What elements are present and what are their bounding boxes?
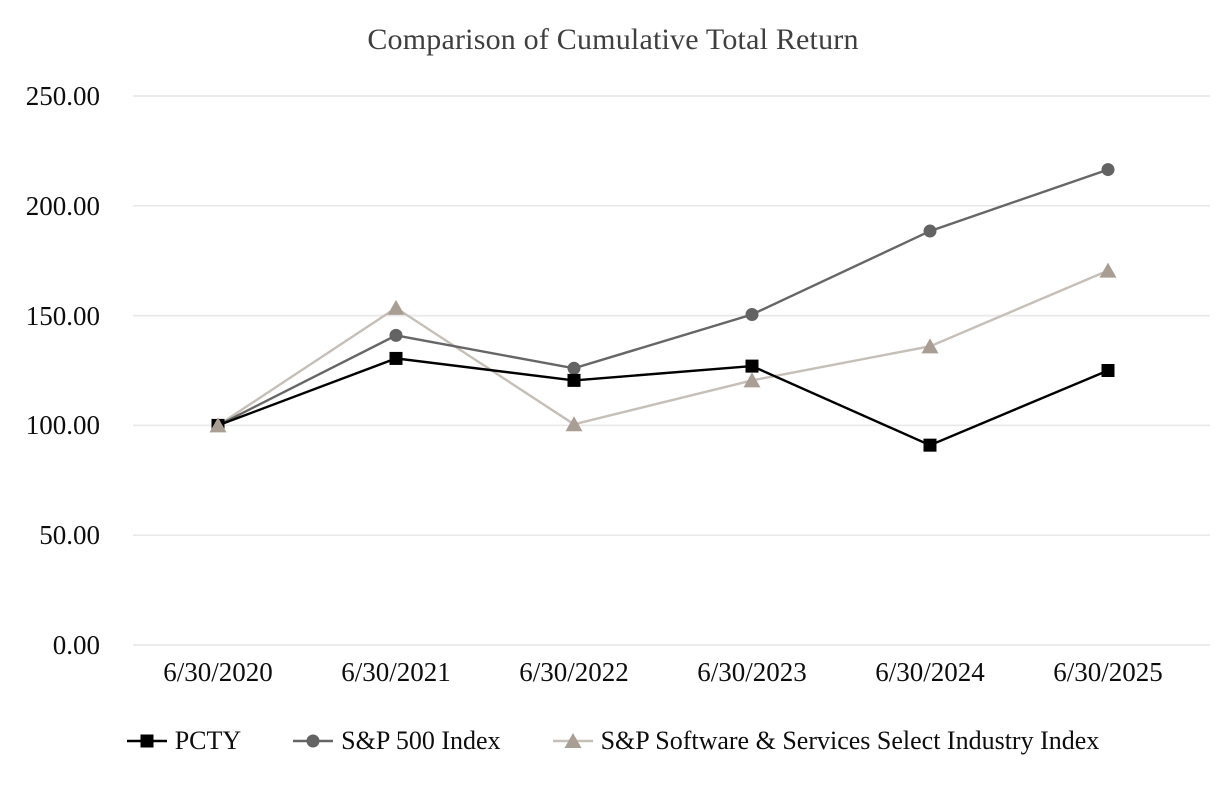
legend-item-circle: S&P 500 Index xyxy=(293,724,501,758)
circle-marker xyxy=(567,361,581,375)
legend-label: PCTY xyxy=(174,726,242,755)
triangle-marker xyxy=(209,417,227,433)
square-marker xyxy=(389,351,403,365)
y-axis-tick-label: 200.00 xyxy=(25,190,100,221)
y-axis-tick-label: 250.00 xyxy=(25,81,100,111)
y-axis-tick-label: 50.00 xyxy=(39,520,100,551)
x-axis-tick-label: 6/30/2022 xyxy=(519,657,629,687)
legend-label: S&P Software & Services Select Industry … xyxy=(600,726,1100,755)
square-marker xyxy=(1101,364,1115,377)
legend-label: S&P 500 Index xyxy=(341,726,501,755)
y-axis-tick-label: 150.00 xyxy=(25,300,100,331)
circle-marker xyxy=(389,328,403,342)
series-line-triangle xyxy=(217,269,1109,427)
y-axis-tick-label: 100.00 xyxy=(25,410,100,441)
square-marker xyxy=(745,359,759,373)
triangle-marker xyxy=(743,372,761,388)
triangle-marker xyxy=(387,299,405,315)
chart-title: Comparison of Cumulative Total Return xyxy=(367,23,859,56)
legend-item-square: PCTY xyxy=(126,724,242,758)
legend-triangle-marker xyxy=(564,733,582,748)
legend-circle-icon xyxy=(293,734,334,748)
series-line-circle xyxy=(217,168,1109,427)
legend-triangle-icon xyxy=(552,733,593,748)
legend-item-triangle: S&P Software & Services Select Industry … xyxy=(552,724,1100,758)
legend-square-icon xyxy=(126,734,167,748)
legend: PCTY S&P 500 Index S&P Software & Services… xyxy=(0,724,1226,758)
legend-square-marker xyxy=(140,734,154,748)
x-axis-tick-label: 6/30/2025 xyxy=(1053,657,1163,687)
circle-marker xyxy=(745,308,759,322)
x-axis-tick-label: 6/30/2024 xyxy=(875,657,985,687)
triangle-marker xyxy=(1099,262,1117,278)
y-axis-tick-label: 0.00 xyxy=(52,630,100,660)
triangle-marker xyxy=(921,338,939,354)
x-axis-tick-label: 6/30/2023 xyxy=(697,657,807,687)
triangle-marker xyxy=(565,416,583,432)
square-marker xyxy=(923,438,937,452)
legend-circle-marker xyxy=(306,734,320,748)
x-axis-tick-label: 6/30/2021 xyxy=(341,657,451,687)
circle-marker xyxy=(1101,163,1115,177)
x-axis-tick-label: 6/30/2020 xyxy=(163,657,273,687)
series-line-square xyxy=(217,357,1109,447)
square-marker xyxy=(567,373,581,387)
circle-marker xyxy=(923,224,937,238)
